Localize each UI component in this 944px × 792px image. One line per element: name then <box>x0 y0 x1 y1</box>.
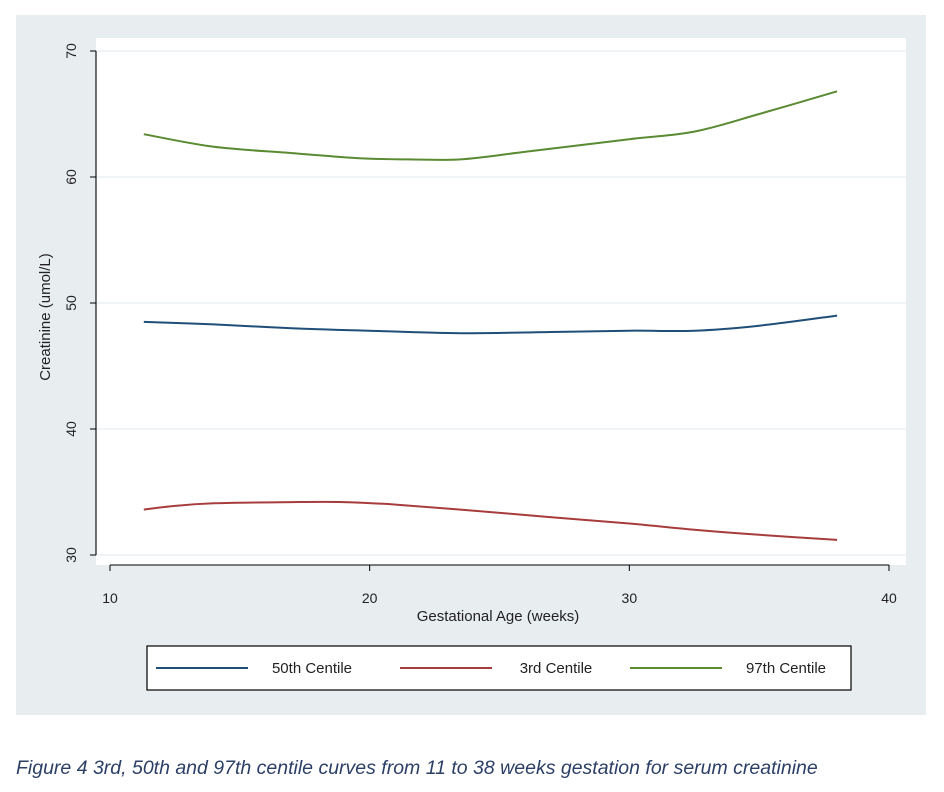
y-tick-label-2: 50 <box>63 295 79 311</box>
grid-lines <box>96 50 906 556</box>
y-tick-label-0: 30 <box>63 547 79 563</box>
x-tick-label-1: 20 <box>362 590 378 606</box>
legend-items: 50th Centile 3rd Centile 97th Centile <box>156 660 826 677</box>
figure-caption: Figure 4 3rd, 50th and 97th centile curv… <box>16 757 818 779</box>
legend-label-3rd-centile: 3rd Centile <box>520 660 593 677</box>
y-axis-label: Creatinine (umol/L) <box>37 253 54 381</box>
x-tick-label-2: 30 <box>622 590 638 606</box>
chart-panel: 30 40 50 60 70 10 20 30 40 Gestational Age (week… <box>16 15 926 715</box>
legend-label-97th-centile: 97th Centile <box>746 660 826 677</box>
series-lines <box>143 90 838 541</box>
legend-box <box>146 645 852 691</box>
x-tick-label-3: 40 <box>881 590 897 606</box>
x-axis-label: Gestational Age (weeks) <box>417 608 580 625</box>
y-tick-label-4: 70 <box>63 43 79 59</box>
y-tick-label-3: 60 <box>63 169 79 185</box>
chart-svg: 30 40 50 60 70 10 20 30 40 Gestational Age (week… <box>37 38 906 691</box>
series-line-50th-centile <box>143 314 838 335</box>
y-tick-label-1: 40 <box>63 421 79 437</box>
series-line-97th-centile <box>143 90 838 161</box>
legend-label-50th-centile: 50th Centile <box>272 660 352 677</box>
axes: 30 40 50 60 70 10 20 30 40 <box>63 43 897 606</box>
plot-area <box>96 38 906 565</box>
series-line-3rd-centile <box>143 500 838 541</box>
legend: 50th Centile 3rd Centile 97th Centile <box>146 645 852 691</box>
x-tick-label-0: 10 <box>102 590 118 606</box>
